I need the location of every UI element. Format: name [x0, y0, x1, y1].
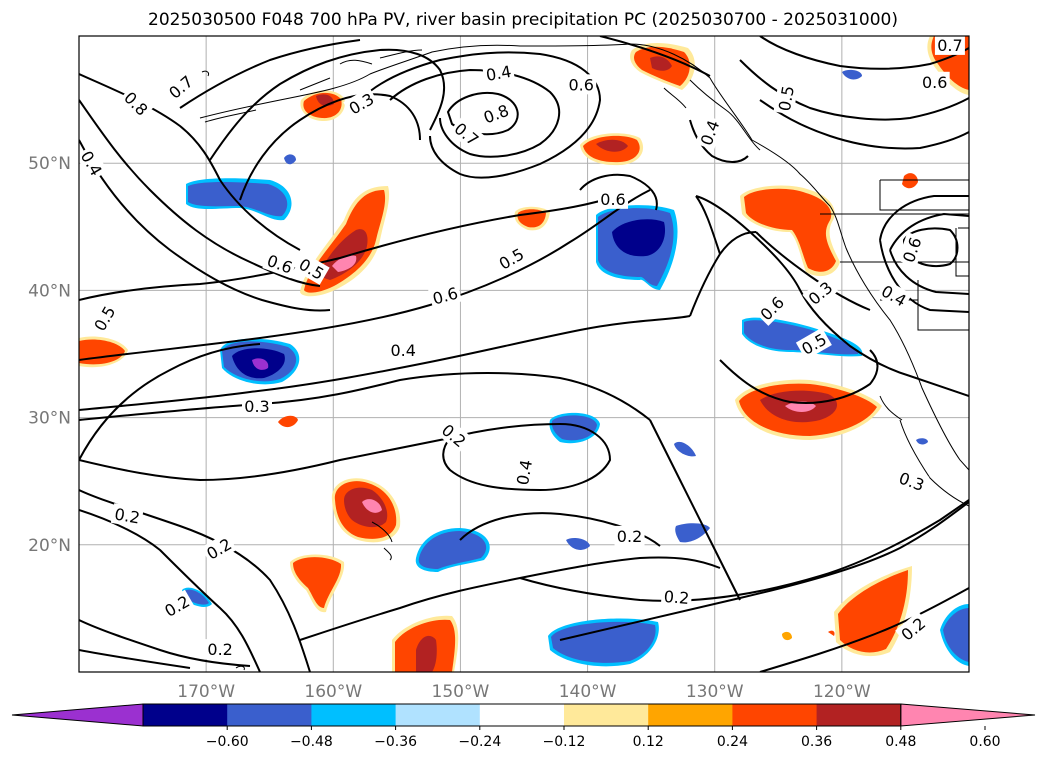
latitude-tick-labels: 20°N 30°N 40°N 50°N	[28, 154, 71, 556]
colorbar-segment	[143, 704, 228, 726]
colorbar-tick-label: 0.60	[969, 734, 1000, 750]
pv-contour-label: 0.6	[897, 232, 927, 268]
svg-text:0.7: 0.7	[937, 36, 962, 55]
svg-text:0.4: 0.4	[513, 458, 536, 486]
pv-contours	[79, 36, 969, 672]
lon-tick-label: 160°W	[304, 682, 362, 702]
svg-text:0.6: 0.6	[600, 190, 625, 209]
precip-blob-neg-se-edge	[940, 604, 969, 666]
pv-contour-label: 0.6	[919, 71, 950, 92]
colorbar-tick-label: −0.48	[290, 734, 333, 750]
pv-contour-label: 0.2	[205, 639, 236, 660]
precip-blob-neg-28n	[549, 412, 696, 457]
precip-blob-se-15n	[782, 566, 912, 657]
colorbar: −0.60 −0.48 −0.36 −0.24 −0.12 0.12 0.24 0.36 0.4…	[11, 703, 1036, 750]
precip-blob-west-edge	[79, 336, 128, 368]
precip-blob-small-17n	[290, 554, 345, 613]
colorbar-segment	[479, 704, 565, 726]
figure-title: 2025030500 F048 700 hPa PV, river basin …	[148, 10, 898, 30]
colorbar-segment	[732, 704, 818, 726]
precip-blob-subtropic-22n	[331, 478, 401, 543]
lat-tick-label: 30°N	[28, 409, 71, 429]
coastlines	[199, 43, 969, 671]
precip-blob-neg-20n	[415, 523, 710, 572]
colorbar-segment	[227, 704, 312, 726]
pv-contour-label: 0.3	[242, 396, 272, 417]
lon-tick-label: 140°W	[559, 682, 617, 702]
lat-tick-label: 20°N	[28, 536, 71, 556]
lat-tick-label: 40°N	[28, 281, 71, 301]
colorbar-segment	[648, 704, 733, 726]
colorbar-tick-label: 0.36	[801, 734, 832, 750]
svg-text:0.2: 0.2	[113, 504, 141, 527]
pv-contour-label: 0.6	[598, 188, 628, 209]
pv-contour-label: 0.7	[934, 36, 965, 55]
colorbar-segment	[311, 704, 397, 726]
svg-text:0.6: 0.6	[568, 75, 593, 94]
colorbar-segment	[564, 704, 649, 726]
precip-blob-mid-pac-50n	[580, 133, 644, 166]
lon-tick-label: 130°W	[686, 682, 744, 702]
pv-contour-label: 0.4	[388, 340, 419, 361]
precipitation-fill-layer	[79, 36, 969, 672]
precip-blob-south-12n	[392, 615, 459, 672]
pv-contour-label: 0.4	[511, 455, 537, 489]
lon-tick-label: 120°W	[813, 682, 871, 702]
colorbar-segment	[395, 704, 481, 726]
lat-tick-label: 50°N	[28, 154, 71, 174]
colorbar-tick-label: 0.24	[717, 734, 748, 750]
colorbar-extend-low	[11, 703, 144, 727]
svg-text:0.2: 0.2	[663, 587, 690, 608]
colorbar-extend-high	[900, 703, 1036, 727]
colorbar-segment	[816, 704, 902, 726]
longitude-tick-labels: 170°W 160°W 150°W 140°W 130°W 120°W	[177, 682, 871, 702]
precip-blob-neg-45n	[596, 205, 678, 290]
svg-text:0.3: 0.3	[244, 397, 269, 416]
lon-tick-label: 150°W	[432, 682, 490, 702]
svg-text:0.6: 0.6	[922, 73, 947, 92]
pv-contour-label: 0.6	[566, 74, 597, 95]
colorbar-tick-label: −0.36	[374, 734, 417, 750]
precip-blob-coast-north	[740, 173, 918, 277]
pv-contour-label: 0.2	[110, 503, 144, 528]
precip-blob-neg-35n	[220, 338, 300, 385]
colorbar-tick-label: −0.12	[543, 734, 586, 750]
svg-text:0.4: 0.4	[390, 341, 415, 360]
precip-blob-neg-48n-west	[186, 154, 296, 221]
map-panel: 0.4 0.60.70.8 0.3 0.80.70.40.40.70.60.50.60…	[78, 35, 970, 673]
colorbar-tick-label: −0.24	[458, 734, 501, 750]
lon-tick-label: 170°W	[177, 682, 235, 702]
colorbar-tick-label: 0.12	[633, 734, 664, 750]
colorbar-tick-label: 0.48	[885, 734, 916, 750]
map-frame	[78, 35, 970, 673]
precip-blob-small-28n	[278, 415, 298, 428]
pv-contour-label: 0.2	[660, 585, 693, 609]
pv-contour-label: 0.5	[773, 81, 799, 115]
colorbar-tick-label: −0.60	[206, 734, 249, 750]
svg-text:0.2: 0.2	[617, 527, 642, 546]
svg-text:0.2: 0.2	[207, 640, 232, 659]
precip-blob-ak-gulf	[630, 43, 695, 90]
svg-text:0.4: 0.4	[484, 62, 512, 85]
svg-text:0.5: 0.5	[775, 84, 798, 112]
precip-blob-neg-12n	[548, 618, 659, 667]
precip-blob-neg-small	[842, 69, 928, 445]
pv-contour-label: 0.2	[614, 525, 645, 546]
pv-contour-label: 0.4	[482, 60, 516, 86]
